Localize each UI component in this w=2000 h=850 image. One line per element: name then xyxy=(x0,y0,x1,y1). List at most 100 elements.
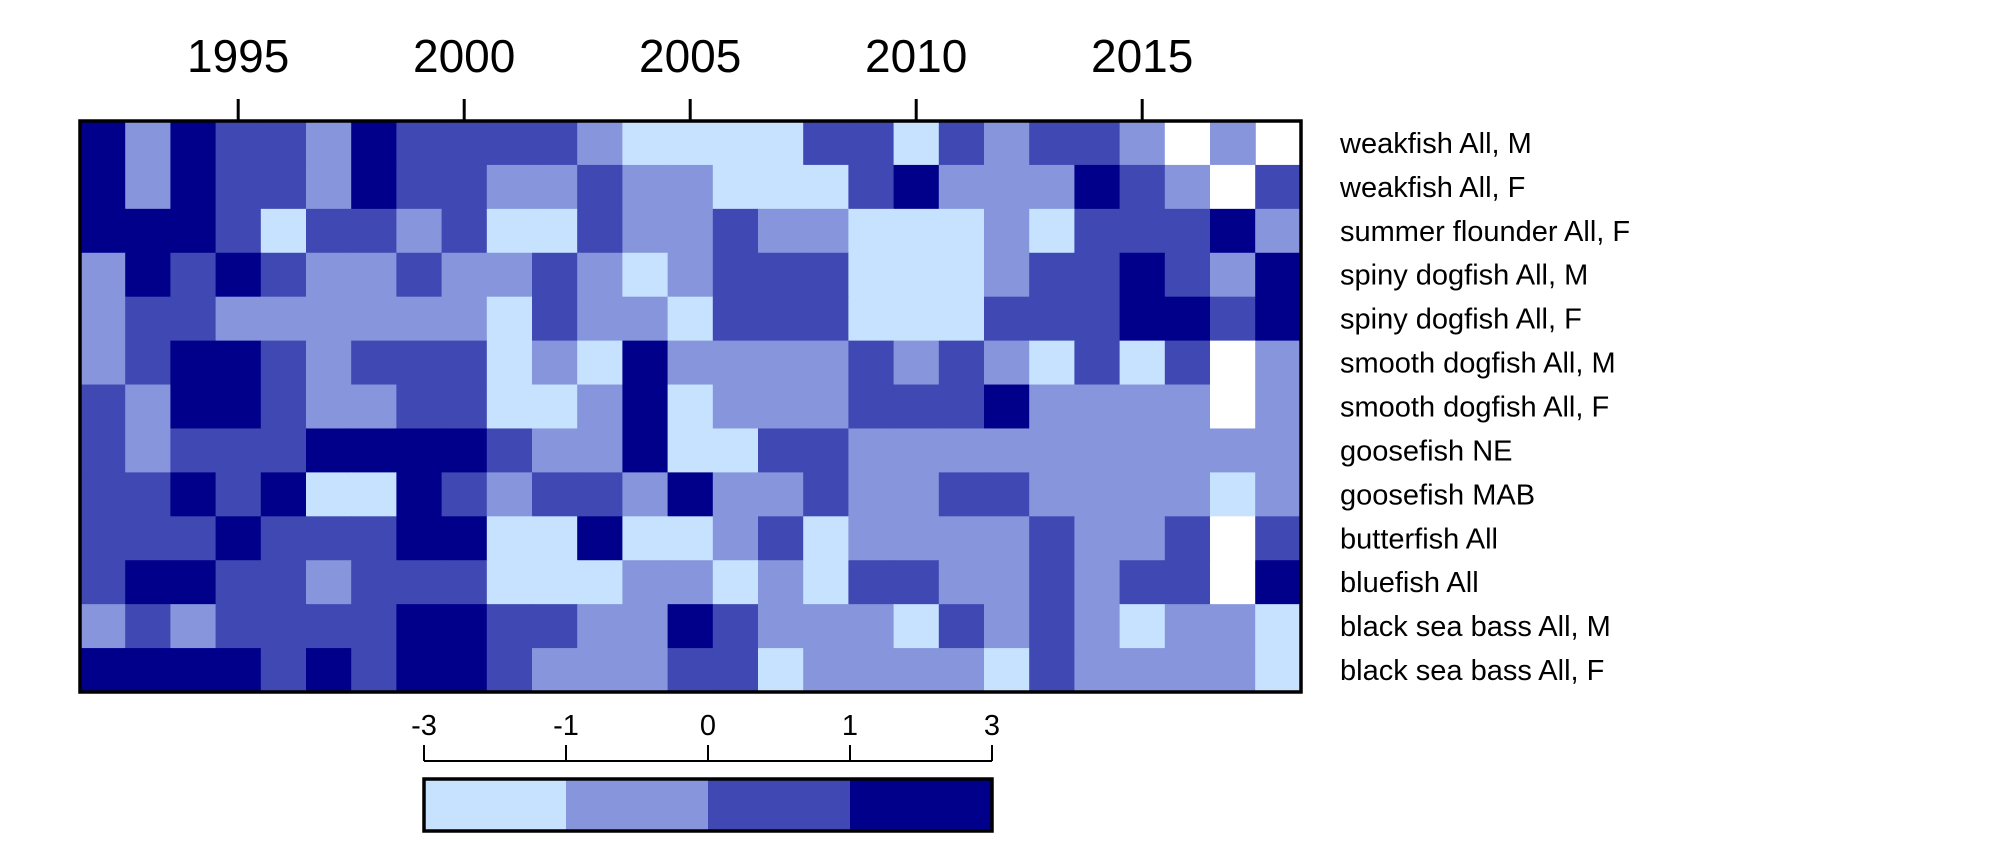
heatmap-cell xyxy=(758,604,804,649)
heatmap-cell xyxy=(803,648,849,693)
heatmap-cell xyxy=(306,252,352,298)
row-label: butterfish All xyxy=(1340,523,1498,555)
heatmap-cell xyxy=(215,164,262,210)
heatmap-cell xyxy=(1029,516,1075,561)
heatmap-cell xyxy=(1255,296,1301,342)
row-label: weakfish All, M xyxy=(1339,128,1532,160)
heatmap-cell xyxy=(80,121,126,166)
year-tick-label: 2000 xyxy=(413,30,515,82)
heatmap-cell xyxy=(532,384,578,430)
heatmap-cell xyxy=(125,648,171,693)
heatmap-cell xyxy=(893,648,940,693)
heatmap-cell xyxy=(577,252,623,298)
heatmap-cell xyxy=(938,604,985,649)
heatmap-cell xyxy=(306,516,352,561)
heatmap-cell xyxy=(1029,560,1075,605)
heatmap-cell xyxy=(441,648,488,693)
heatmap-cell xyxy=(667,384,714,430)
heatmap-cell xyxy=(215,604,262,649)
year-tick-label: 1995 xyxy=(187,30,289,82)
heatmap-cell xyxy=(577,340,623,386)
heatmap-cell xyxy=(486,121,533,166)
heatmap-cell xyxy=(1210,252,1256,298)
legend-swatch xyxy=(424,779,566,831)
heatmap-cell xyxy=(351,472,397,517)
heatmap-cell xyxy=(441,164,488,210)
heatmap-cell xyxy=(893,516,940,561)
heatmap-cell xyxy=(758,516,804,561)
heatmap-cell xyxy=(215,560,262,605)
heatmap-cell xyxy=(80,164,126,210)
heatmap-cell xyxy=(893,604,940,649)
color-legend: -3 -1 0 1 3 xyxy=(411,710,1000,833)
year-tick-label: 2010 xyxy=(865,30,967,82)
heatmap-cell xyxy=(306,472,352,517)
row-label: summer flounder All, F xyxy=(1340,216,1630,248)
heatmap-cell xyxy=(984,384,1030,430)
heatmap-cell xyxy=(622,384,669,430)
heatmap-cell xyxy=(351,208,397,254)
heatmap-cell xyxy=(532,472,578,517)
heatmap-cell xyxy=(532,428,578,473)
heatmap-cell xyxy=(351,604,397,649)
heatmap-cell xyxy=(532,208,578,254)
heatmap-cell xyxy=(577,208,623,254)
heatmap-cell xyxy=(1119,121,1166,166)
heatmap-cell xyxy=(1164,384,1211,430)
heatmap-cell xyxy=(396,252,443,298)
heatmap-cell xyxy=(125,121,171,166)
heatmap-cell xyxy=(1210,472,1256,517)
heatmap-cell xyxy=(1029,472,1075,517)
heatmap-cell xyxy=(306,164,352,210)
heatmap-cell xyxy=(893,296,940,342)
heatmap-cell xyxy=(712,296,759,342)
heatmap-cell xyxy=(396,164,443,210)
heatmap-cell xyxy=(1210,121,1256,166)
heatmap-cell xyxy=(1074,384,1121,430)
heatmap-cell xyxy=(893,428,940,473)
heatmap-cell xyxy=(803,208,849,254)
heatmap-cell xyxy=(667,164,714,210)
heatmap-cell xyxy=(577,648,623,693)
heatmap-cell xyxy=(80,516,126,561)
heatmap-cell xyxy=(351,121,397,166)
heatmap-cell xyxy=(215,296,262,342)
row-label: smooth dogfish All, F xyxy=(1340,392,1609,424)
heatmap-cell xyxy=(532,340,578,386)
heatmap-cell xyxy=(170,164,217,210)
heatmap-cell xyxy=(848,384,895,430)
heatmap-cell xyxy=(667,252,714,298)
heatmap-cell xyxy=(80,208,126,254)
heatmap-cell xyxy=(351,560,397,605)
heatmap-cell xyxy=(938,208,985,254)
heatmap-cell xyxy=(260,252,307,298)
legend-tick-label: -1 xyxy=(553,710,579,742)
heatmap-cell xyxy=(441,252,488,298)
heatmap-cell xyxy=(215,516,262,561)
heatmap-cell xyxy=(486,296,533,342)
heatmap-cell xyxy=(667,648,714,693)
heatmap-cell xyxy=(260,296,307,342)
heatmap-cell xyxy=(893,384,940,430)
heatmap-cell xyxy=(170,472,217,517)
heatmap-cell xyxy=(306,296,352,342)
heatmap-cell xyxy=(758,560,804,605)
heatmap-cell xyxy=(1255,340,1301,386)
heatmap-cell xyxy=(351,516,397,561)
heatmap-cell xyxy=(1074,208,1121,254)
heatmap-cell xyxy=(215,428,262,473)
heatmap-cell xyxy=(486,428,533,473)
heatmap-cell xyxy=(125,252,171,298)
heatmap-cell xyxy=(260,164,307,210)
heatmap-cell xyxy=(80,472,126,517)
heatmap-cell xyxy=(1119,384,1166,430)
row-label: black sea bass All, F xyxy=(1340,655,1604,687)
heatmap-cell xyxy=(306,428,352,473)
heatmap-cell xyxy=(667,516,714,561)
heatmap-cell xyxy=(260,384,307,430)
heatmap-cell xyxy=(893,340,940,386)
heatmap-cell xyxy=(441,384,488,430)
heatmap-cell xyxy=(125,516,171,561)
heatmap-cell xyxy=(486,208,533,254)
